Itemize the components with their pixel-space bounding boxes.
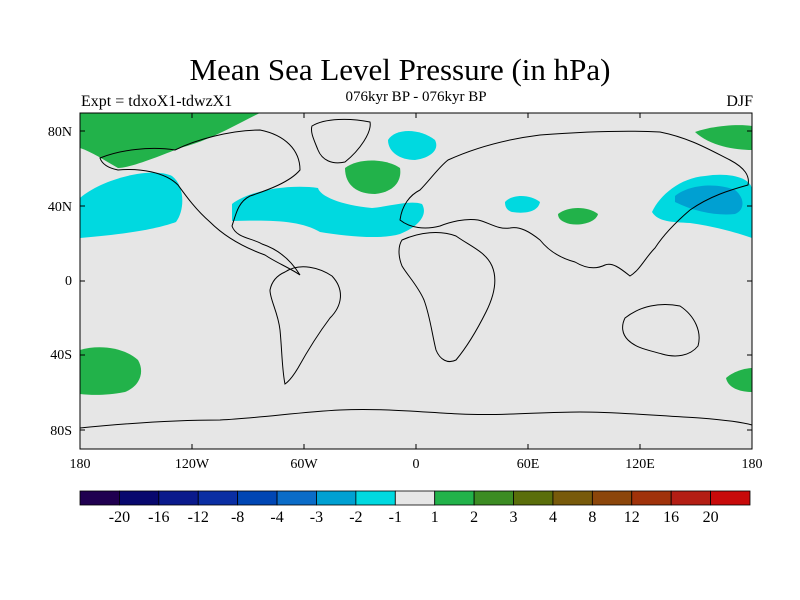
colorbar-swatch	[158, 490, 199, 506]
colorbar-swatch	[237, 490, 278, 506]
lat-tick-label: 40S	[50, 348, 72, 363]
lat-tick-marks	[80, 130, 752, 431]
colorbar-swatch	[79, 490, 120, 506]
caspian-low-anomaly	[505, 196, 540, 213]
colorbar-swatch	[119, 490, 160, 506]
colorbar-label: 12	[624, 509, 640, 526]
colorbar-label: -3	[310, 509, 323, 526]
north-america-coast	[99, 129, 301, 276]
colorbar-label: 20	[703, 509, 719, 526]
northwest-pacific-core-anomaly	[675, 185, 743, 215]
colorbar-label: 16	[663, 509, 679, 526]
north-pacific-low-anomaly	[80, 172, 183, 238]
experiment-label: Expt = tdxoX1-tdwzX1	[81, 93, 233, 110]
lon-tick-label: 120W	[175, 457, 210, 472]
lon-tick-marks	[191, 113, 641, 449]
colorbar-swatch	[434, 490, 475, 506]
map-plot	[80, 113, 752, 449]
coastlines	[80, 118, 752, 429]
africa-coast	[398, 232, 496, 363]
lon-tick-label: 0	[413, 457, 420, 472]
colorbar-label: 3	[510, 509, 518, 526]
colorbar-label: -1	[389, 509, 402, 526]
colorbar-swatch	[710, 490, 751, 506]
colorbar-label: -20	[109, 509, 130, 526]
colorbar-label: -12	[188, 509, 209, 526]
lat-tick-label: 80S	[50, 424, 72, 439]
lat-tick-label: 40N	[48, 200, 72, 215]
colorbar-swatch	[394, 490, 436, 506]
greenland-sea-low-anomaly	[388, 131, 437, 160]
north-atlantic-high-anomaly	[345, 160, 401, 194]
colorbar-label: -4	[270, 509, 283, 526]
colorbar-label: 2	[470, 509, 478, 526]
lon-tick-label: 120E	[625, 457, 655, 472]
latitude-axis: 80N 40N 0 40S 80S	[48, 125, 752, 439]
colorbar-label: 4	[549, 509, 557, 526]
eurasia-coast	[399, 130, 749, 277]
south-america-coast	[269, 266, 341, 385]
map-title: Mean Sea Level Pressure (in hPa)	[189, 52, 611, 87]
australia-coast	[622, 304, 700, 357]
greenland-coast	[311, 118, 371, 164]
asia-high-anomaly	[558, 208, 598, 225]
antarctica-coast	[80, 408, 752, 429]
colorbar-label: -16	[148, 509, 169, 526]
colorbar-swatch	[316, 490, 357, 506]
lon-tick-label: 180	[742, 457, 763, 472]
colorbar-label: -2	[349, 509, 362, 526]
colorbar-swatch	[276, 490, 317, 506]
south-pacific-high-anomaly	[80, 347, 142, 395]
map-subtitle: 076kyr BP - 076kyr BP	[345, 89, 487, 105]
colorbar-label: 8	[588, 509, 596, 526]
colorbar-swatch	[473, 490, 514, 506]
colorbar-swatch	[670, 490, 711, 506]
north-atlantic-low-anomaly	[232, 186, 424, 238]
colorbar-swatch	[552, 490, 593, 506]
map-background	[80, 113, 752, 449]
colorbar-label: -8	[231, 509, 244, 526]
arctic-high-anomaly-east	[695, 125, 752, 150]
lat-tick-label: 0	[65, 274, 72, 289]
colorbar-swatch	[513, 490, 554, 506]
lat-tick-label: 80N	[48, 125, 72, 140]
colorbar-swatch	[591, 490, 633, 506]
season-label: DJF	[726, 93, 753, 110]
colorbar-swatch	[631, 490, 672, 506]
colorbar-swatch	[355, 490, 396, 506]
lon-tick-label: 180	[70, 457, 91, 472]
colorbar-swatch	[197, 490, 239, 506]
lon-tick-label: 60E	[517, 457, 540, 472]
colorbar: -20 -16 -12 -8 -4 -3 -2 -1 1 2 3 4 8 12 16 20	[79, 490, 751, 526]
colorbar-label: 1	[431, 509, 439, 526]
arctic-high-anomaly	[80, 113, 260, 168]
longitude-axis: 180 120W 60W 0 60E 120E 180	[70, 113, 763, 472]
lon-tick-label: 60W	[290, 457, 318, 472]
south-pacific-high-anomaly-east	[726, 368, 752, 392]
